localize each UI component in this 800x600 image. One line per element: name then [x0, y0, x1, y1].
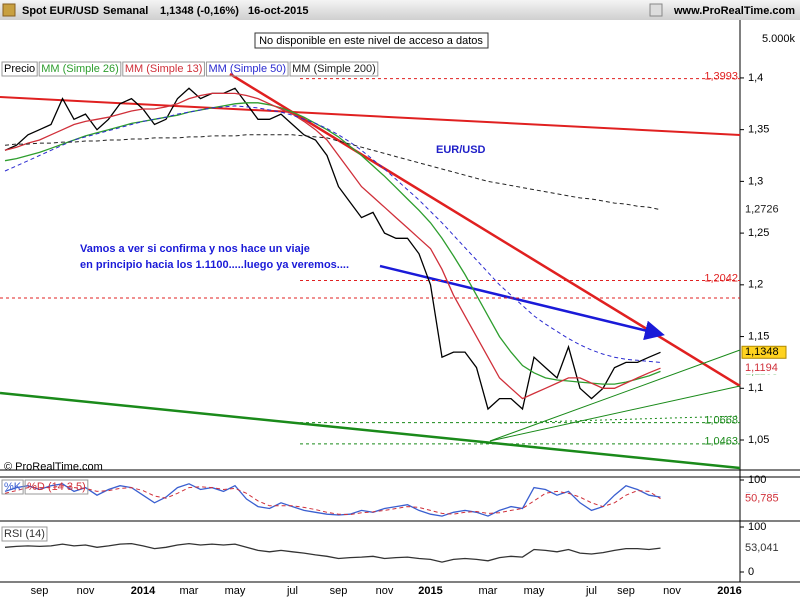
annotation: en principio hacia los 1.1100.....luego …: [80, 259, 349, 271]
legend-box: [24, 479, 89, 495]
x-tick-label: nov: [376, 585, 394, 597]
annotation: Vamos a ver si confirma y nos hace un vi…: [80, 243, 310, 255]
trend-line: [489, 385, 741, 442]
y-tick-label: 100: [748, 521, 766, 533]
y-tick-label: 1,4: [748, 72, 763, 84]
date: 16-oct-2015: [248, 5, 309, 17]
value-label-box: [741, 345, 787, 359]
value-label: 53,041: [745, 542, 779, 554]
x-tick-label: sep: [330, 585, 348, 597]
series-line: [4, 102, 661, 385]
legend-box: [122, 61, 205, 77]
x-tick-label: 2015: [418, 585, 442, 597]
series-line: [4, 483, 661, 517]
y-tick-label: 1,15: [748, 330, 769, 342]
volume-scale: 5.000k: [762, 33, 796, 45]
legend-box: [1, 61, 38, 77]
y-tick-label: 1,35: [748, 124, 769, 136]
series-line: [4, 92, 661, 400]
x-tick-label: nov: [77, 585, 95, 597]
series-line: [4, 134, 661, 211]
value-label-box: [742, 492, 786, 505]
notice: No disponible en este nivel de acceso a …: [259, 35, 483, 47]
y-tick-label: 1,05: [748, 434, 769, 446]
level-label: 1,0463: [704, 436, 738, 448]
series-line: [4, 87, 661, 411]
legend-entry: MM (Simple 50): [208, 63, 286, 75]
y-tick-label: 100: [748, 474, 766, 486]
x-tick-label: 2016: [717, 585, 741, 597]
legend-box: [38, 61, 122, 77]
legend-entry: Precio: [4, 63, 35, 75]
legend-entry: MM (Simple 26): [41, 63, 119, 75]
trend-line: [229, 72, 741, 388]
legend-entry: RSI (14): [4, 528, 45, 540]
legend-box: [289, 61, 379, 77]
trend-line: [499, 415, 741, 424]
y-tick-label: 1,2: [748, 279, 763, 291]
value-label-box: [742, 362, 786, 375]
trend-line: [0, 96, 741, 136]
value-label: 50,785: [745, 493, 779, 505]
symbol: Spot EUR/USD: [22, 5, 99, 17]
header-bar: [0, 0, 800, 20]
x-tick-label: 2014: [131, 585, 156, 597]
annotation-title: EUR/USD: [436, 144, 486, 156]
y-tick-label: 1,25: [748, 227, 769, 239]
y-tick-label: 0: [748, 566, 754, 578]
x-tick-label: sep: [617, 585, 635, 597]
legend-entry: MM (Simple 13): [125, 63, 203, 75]
x-tick-label: mar: [180, 585, 199, 597]
level-label: 1,0668: [704, 415, 738, 427]
series-line: [4, 485, 661, 516]
x-tick-label: mar: [479, 585, 498, 597]
x-tick-label: may: [225, 585, 246, 597]
trend-line: [489, 349, 741, 442]
arrow: [379, 264, 665, 341]
x-tick-label: nov: [663, 585, 681, 597]
x-tick-label: may: [524, 585, 545, 597]
legend-entry: %K: [4, 481, 22, 493]
y-tick-label: 1,3: [748, 175, 763, 187]
legend-entry: MM (Simple 200): [292, 63, 376, 75]
legend-box: [205, 61, 289, 77]
series-line: [4, 105, 661, 363]
legend-box: [1, 479, 24, 495]
x-tick-label: jul: [286, 585, 298, 597]
x-tick-label: sep: [31, 585, 49, 597]
icon[interactable]: [2, 3, 16, 17]
value-label: 1,1348: [745, 346, 779, 358]
y-tick-label: 1,1: [748, 382, 763, 394]
trend-line: [0, 391, 741, 470]
value-label: 1,1194: [745, 362, 778, 374]
period: Semanal: [103, 5, 148, 17]
legend-box: [1, 526, 48, 542]
value-label: 1,2726: [745, 204, 779, 216]
copyright: © ProRealTime.com: [4, 461, 103, 473]
legend-entry: %D (14 3 5): [27, 481, 86, 493]
notice-box: [254, 32, 489, 49]
level-label: 1,3993: [704, 71, 738, 83]
icon[interactable]: [649, 3, 663, 17]
value-label-box: [742, 542, 786, 555]
value-label-box: [742, 203, 786, 216]
x-tick-label: jul: [585, 585, 597, 597]
level-label: 1,2042: [704, 272, 738, 284]
site: www.ProRealTime.com: [673, 5, 795, 17]
last-price: 1,1348 (-0,16%): [160, 5, 239, 17]
series-line: [4, 542, 661, 563]
